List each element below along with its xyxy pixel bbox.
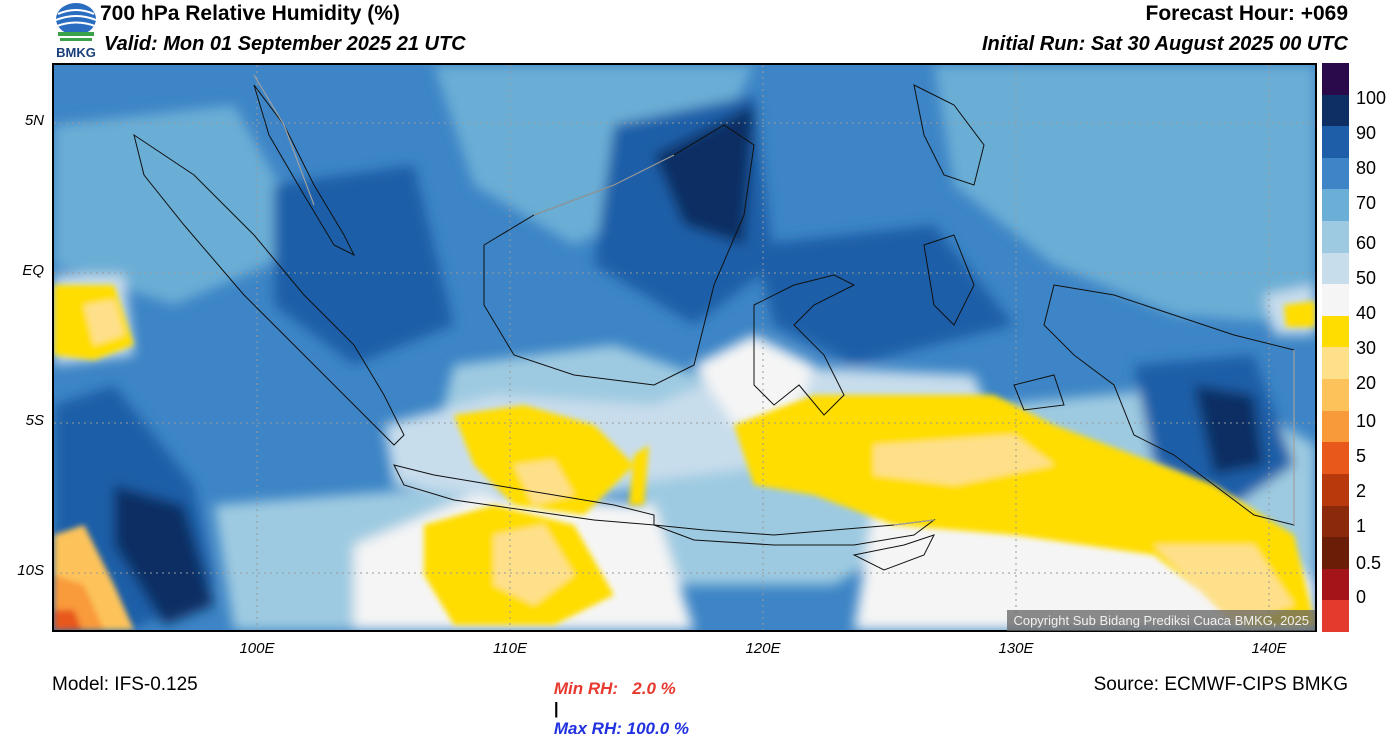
colorbar-segment [1322,221,1349,253]
colorbar-segment [1322,252,1349,285]
colorbar-segment [1322,347,1349,380]
colorbar-label: 100 [1356,88,1387,108]
colorbar-label: 1 [1356,516,1367,536]
rh-stats: Min RH: 2.0 % | Max RH: 100.0 % [545,661,689,739]
colorbar-segment [1322,568,1349,601]
colorbar-label: 20 [1356,373,1377,393]
colorbar-label: 2 [1356,481,1367,501]
colorbar-segment [1322,94,1349,127]
colorbar-segment [1322,379,1349,411]
country-borders [253,74,1295,526]
colorbar-label: 80 [1356,158,1377,178]
colorbar-label: 60 [1356,233,1377,253]
colorbar-label: 70 [1356,193,1377,213]
colorbar-segment [1322,189,1349,222]
colorbar-segment [1322,537,1349,569]
colorbar-label: 0 [1356,587,1367,607]
coastlines [133,84,1295,571]
lat-label-10s: 10S [17,562,44,579]
lon-label-120e: 120E [745,640,781,657]
lat-label-5s: 5S [25,412,44,429]
colorbar-label: 10 [1356,411,1377,431]
colorbar-segment [1322,505,1349,538]
colorbar-segment [1322,126,1349,158]
map-gridlines [54,65,1315,630]
colorbar-segment [1322,600,1349,632]
bmkg-logo-text: BMKG [56,45,96,60]
bmkg-logo: BMKG [52,2,100,60]
humidity-map [52,63,1317,632]
colorbar [1322,63,1349,632]
colorbar-segment [1322,442,1349,474]
initial-run: Initial Run: Sat 30 August 2025 00 UTC [981,33,1348,55]
colorbar-label: 0.5 [1356,553,1382,573]
lon-label-130e: 130E [998,640,1034,657]
colorbar-label: 50 [1356,268,1377,288]
copyright-notice: Copyright Sub Bidang Prediksi Cuaca BMKG… [1007,610,1315,631]
lat-label-5n: 5N [24,112,44,129]
colorbar-segment [1322,157,1349,190]
min-rh: Min RH: 2.0 % [553,679,676,698]
colorbar-segment [1322,315,1349,348]
lon-label-110e: 110E [493,640,527,657]
colorbar-label: 5 [1356,446,1367,466]
colorbar-segment [1322,284,1349,316]
lon-label-100e: 100E [239,640,275,657]
max-rh: Max RH: 100.0 % [553,719,690,738]
lon-label-140e: 140E [1251,640,1287,657]
lat-label-eq: EQ [22,262,44,279]
valid-time: Valid: Mon 01 September 2025 21 UTC [104,33,466,55]
forecast-hour: Forecast Hour: +069 [1145,2,1349,25]
colorbar-label: 90 [1356,123,1377,143]
colorbar-segment [1322,63,1349,95]
chart-title: 700 hPa Relative Humidity (%) [100,2,400,25]
colorbar-label: 40 [1356,303,1377,323]
source-label: Source: ECMWF-CIPS BMKG [1093,674,1348,695]
colorbar-segment [1322,410,1349,443]
model-label: Model: IFS-0.125 [52,674,198,695]
colorbar-segment [1322,473,1349,506]
colorbar-label: 30 [1356,338,1377,358]
